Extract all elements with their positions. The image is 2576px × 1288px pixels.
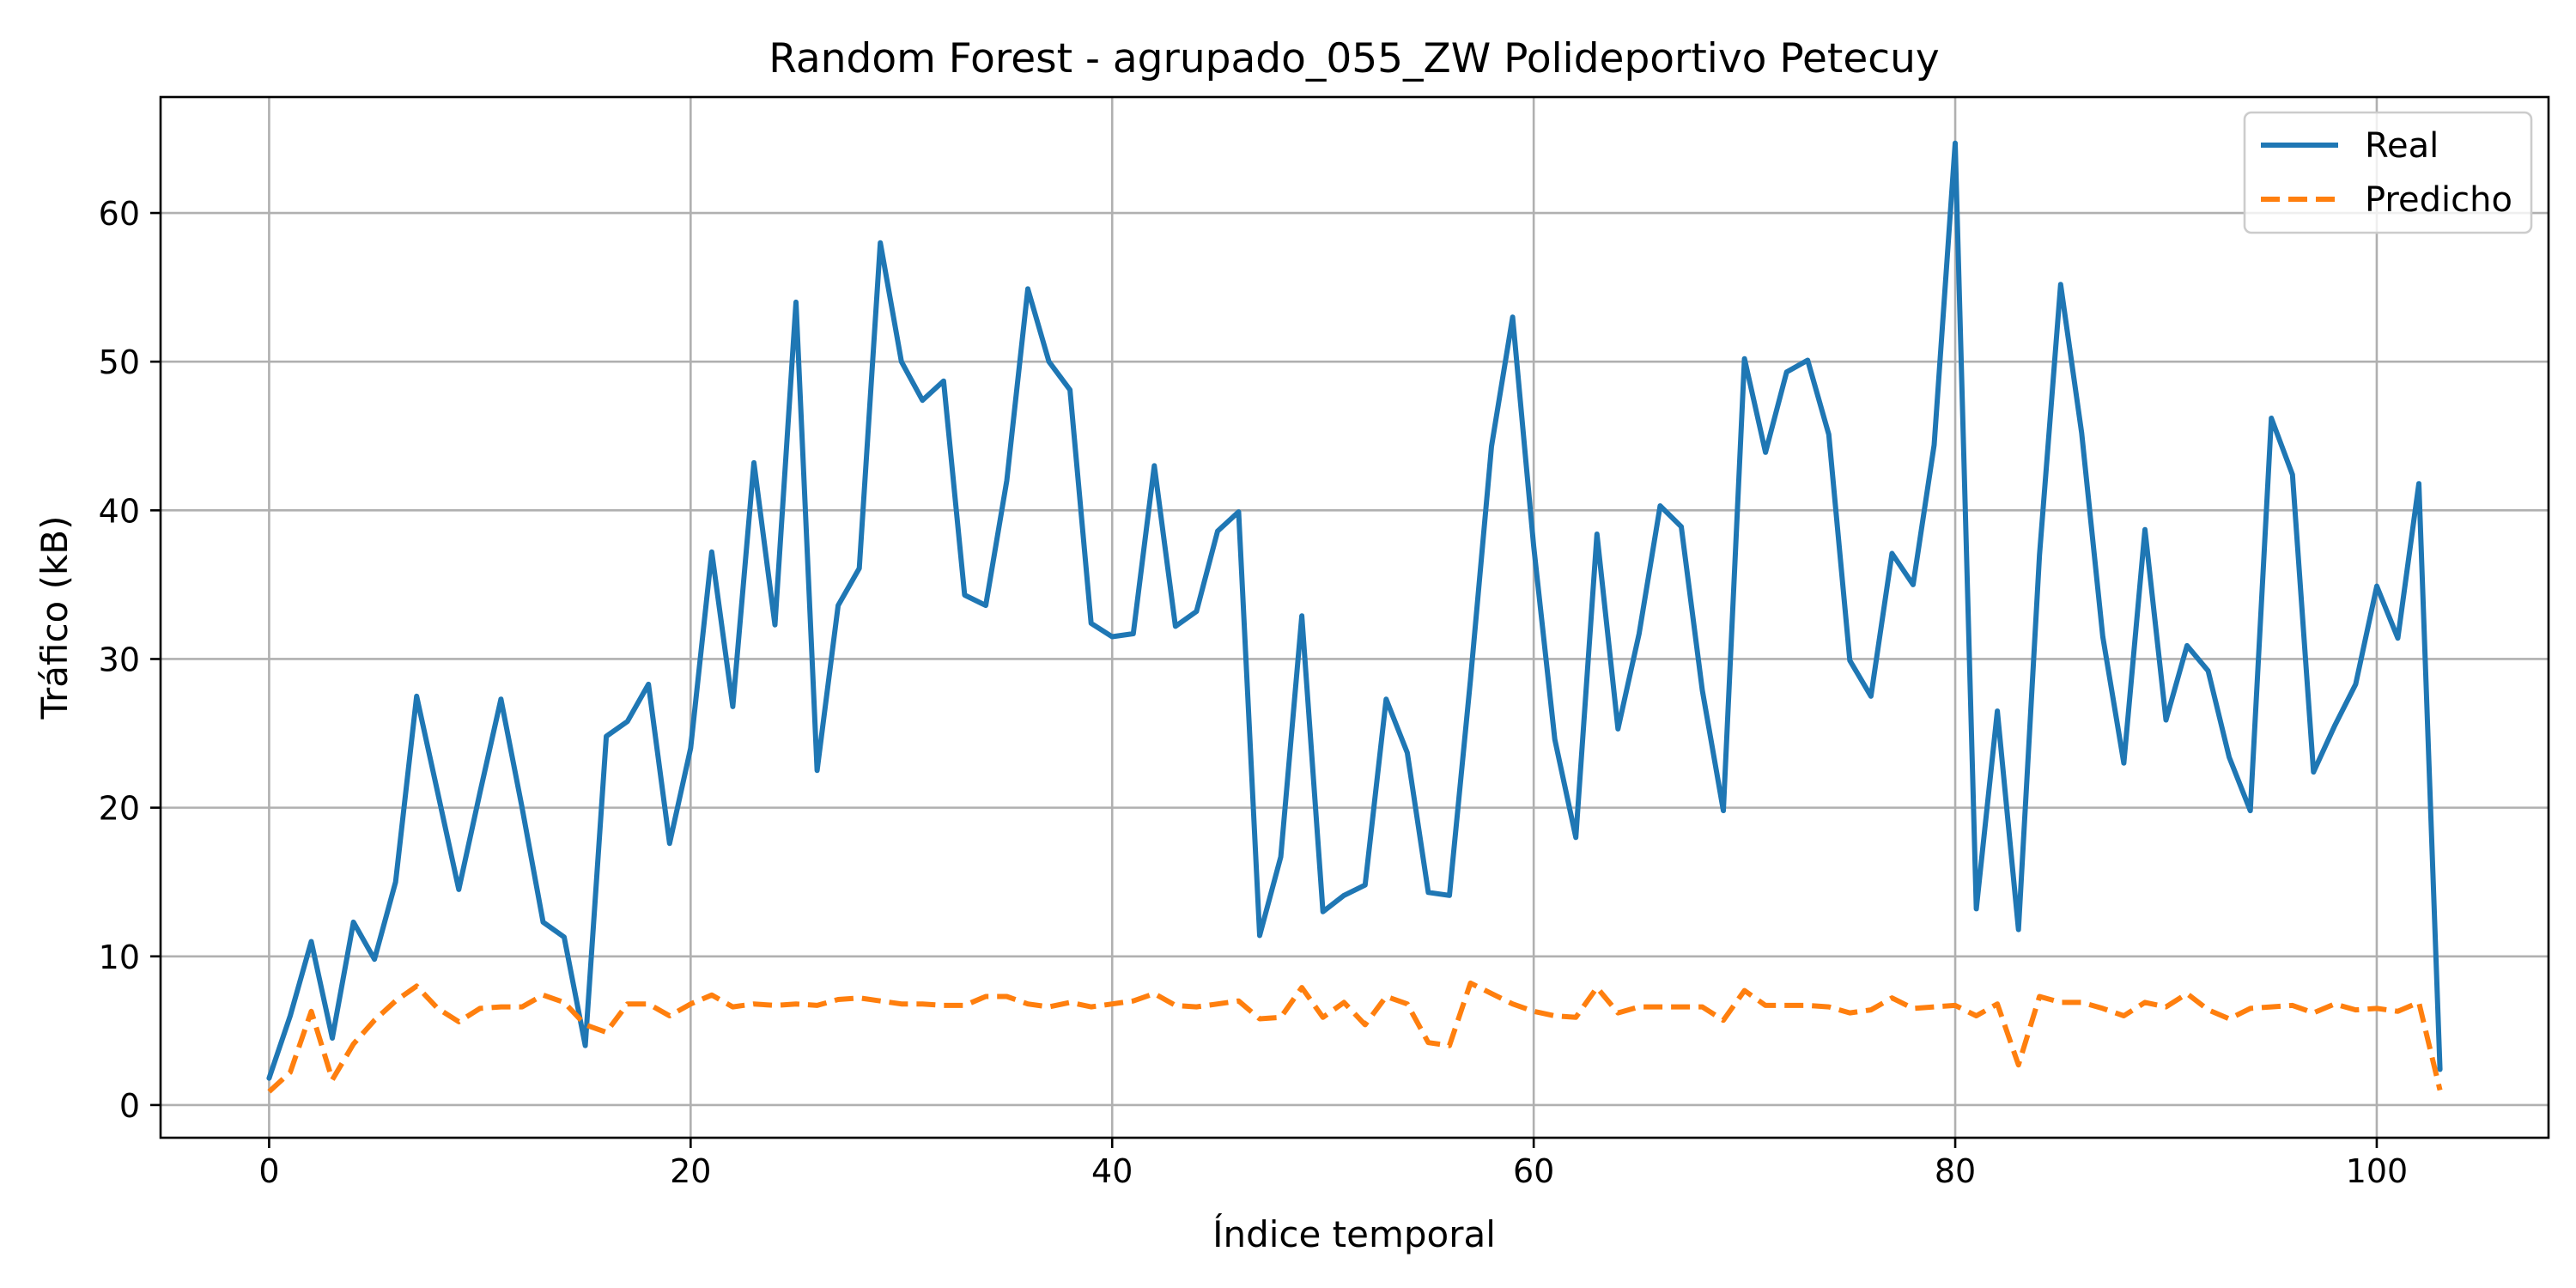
x-axis-label: Índice temporal (1212, 1212, 1496, 1255)
x-tick-label: 20 (670, 1152, 711, 1190)
series-lines (266, 140, 2443, 1094)
y-tick-label: 0 (119, 1087, 140, 1125)
plot-frame (159, 95, 2550, 1139)
y-tick-label: 40 (99, 492, 140, 530)
legend-label-predicho: Predicho (2365, 180, 2512, 220)
y-axis-label: Tráfico (kB) (33, 516, 76, 720)
axis-ticks: 0 20 40 60 80 100 0 10 20 30 40 50 60 (99, 195, 2409, 1190)
x-tick-label: 40 (1091, 1152, 1133, 1190)
series-line-predicho (267, 980, 2443, 1094)
legend-label-real: Real (2365, 126, 2439, 166)
y-tick-label: 30 (99, 641, 140, 678)
y-tick-label: 50 (99, 343, 140, 381)
x-tick-label: 60 (1513, 1152, 1554, 1190)
legend: Real Predicho (2243, 111, 2533, 234)
grid (161, 97, 2549, 1138)
series-line-real (266, 140, 2443, 1081)
y-tick-label: 20 (99, 790, 140, 828)
y-tick-label: 10 (99, 939, 140, 976)
y-tick-label: 60 (99, 195, 140, 233)
chart-title: Random Forest - agrupado_055_ZW Polidepo… (769, 35, 1939, 82)
x-tick-label: 100 (2346, 1152, 2409, 1190)
x-tick-label: 80 (1935, 1152, 1976, 1190)
x-tick-label: 0 (258, 1152, 279, 1190)
